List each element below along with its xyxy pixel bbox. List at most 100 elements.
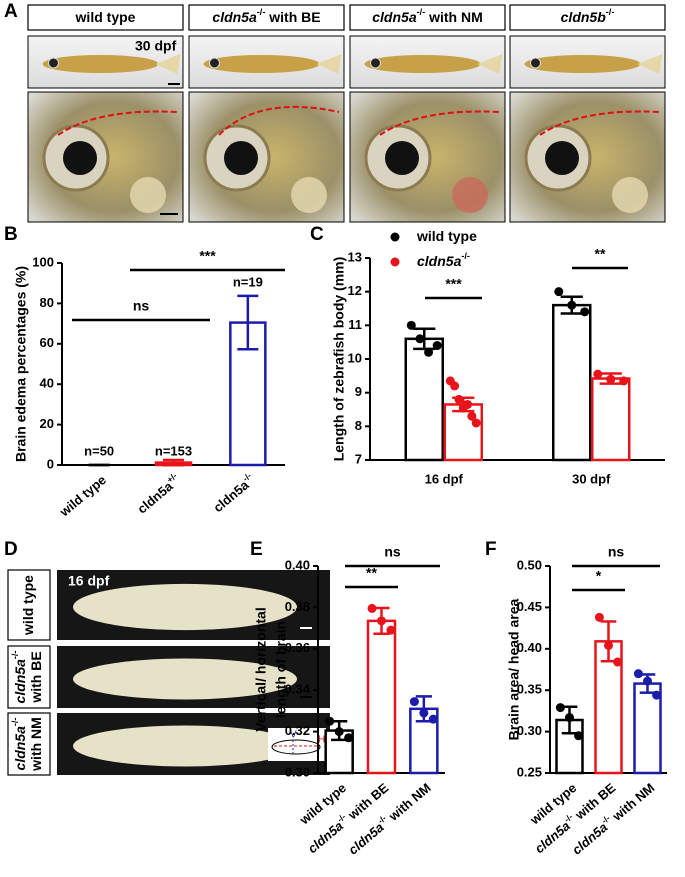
yolk (130, 177, 166, 213)
data-point (633, 669, 643, 679)
y-tick-label: 40 (40, 376, 54, 391)
inset-h: H (318, 735, 325, 746)
text-part: with BE (265, 9, 320, 25)
panel-letter: D (4, 539, 18, 560)
panel-letter: A (4, 1, 18, 22)
header-box (349, 4, 506, 31)
data-point (415, 334, 425, 344)
y-tick-label: 0.25 (517, 764, 542, 779)
header-box (188, 4, 345, 31)
data-point (613, 657, 623, 667)
data-point (424, 347, 434, 357)
column-header: wild type (75, 9, 136, 25)
legend-label: wild type (416, 228, 477, 244)
text-part: wild type (56, 472, 109, 520)
age-label: 16 dpf (68, 573, 110, 589)
text-part: wild type (416, 228, 477, 244)
significance-label: *** (445, 276, 462, 292)
data-point (594, 612, 604, 622)
y-tick-label: 60 (40, 335, 54, 350)
panel-letter: F (485, 539, 497, 560)
data-point (467, 411, 477, 421)
sample-size: n=153 (155, 443, 192, 458)
text-part: wild type (20, 575, 36, 636)
y-axis-label: Vertical/ horizontal (253, 607, 269, 731)
row-label-box (7, 645, 51, 709)
data-point (334, 727, 344, 737)
panel-letter: E (250, 539, 263, 560)
x-tick-label: cldn5a+/- (133, 471, 183, 517)
row-label: with NM (28, 717, 44, 772)
row-label: wild type (20, 575, 36, 636)
text-part: cldn5a (12, 659, 28, 704)
x-tick-label: 16 dpf (425, 471, 464, 486)
eye-pupil (63, 141, 97, 175)
data-point (574, 731, 584, 741)
brain (73, 583, 297, 631)
inset-v: V (290, 730, 297, 741)
x-tick-label: 30 dpf (572, 471, 611, 486)
y-tick-label: 8 (355, 418, 362, 433)
data-point (565, 713, 574, 723)
text-part: cldn5a (212, 9, 257, 25)
x-tick-label: cldn5a-/- (209, 471, 258, 516)
text-part: -/- (10, 718, 20, 727)
legend-label: cldn5a-/- (417, 251, 470, 268)
text-part: with NM (28, 717, 44, 772)
data-point (386, 625, 396, 635)
data-point (367, 603, 377, 613)
y-tick-label: 0.34 (285, 682, 311, 697)
data-point (432, 341, 442, 351)
fish-tail (637, 54, 663, 74)
bar (443, 403, 483, 462)
fish-eye (370, 57, 381, 69)
text-part: cldn5a (12, 726, 28, 771)
data-point (606, 374, 616, 384)
data-point (643, 676, 652, 686)
data-point (463, 399, 473, 409)
eye-pupil (545, 141, 579, 175)
significance-label: *** (199, 248, 216, 264)
bar (404, 337, 444, 462)
data-point (377, 616, 386, 626)
text-part: -/- (10, 651, 20, 660)
y-axis-label: length of brain (273, 621, 289, 718)
yolk (291, 177, 327, 213)
yolk (452, 177, 488, 213)
data-point (428, 714, 438, 724)
y-tick-label: 100 (32, 254, 54, 269)
y-axis-label: Brain edema percentages (%) (13, 266, 29, 462)
data-point (450, 381, 460, 391)
sample-size: n=19 (233, 274, 263, 289)
y-tick-label: 0.45 (517, 599, 542, 614)
y-tick-label: 0.30 (285, 764, 310, 779)
header-box (27, 4, 184, 31)
x-tick-label: wild type (56, 472, 109, 520)
y-tick-label: 10 (348, 350, 362, 365)
text-part: cldn5a (346, 820, 387, 858)
bar (555, 718, 584, 775)
edema-outline (218, 106, 340, 136)
column-header: cldn5b-/- (561, 7, 615, 24)
data-point (580, 307, 590, 317)
y-tick-label: 0.50 (517, 557, 542, 572)
data-point (619, 376, 629, 386)
text-part: with BE (28, 651, 44, 703)
column-header: cldn5a-/- with BE (212, 7, 320, 24)
y-tick-label: 0.30 (517, 723, 542, 738)
eye-pupil (224, 141, 258, 175)
sample-size: n=50 (84, 443, 114, 458)
text-part: cldn5a (372, 9, 417, 25)
y-tick-label: 0 (47, 456, 54, 471)
fish-eye (209, 57, 220, 69)
fish-body (203, 55, 320, 73)
fish-tail (477, 54, 503, 74)
yolk (612, 177, 648, 213)
panel-letter: C (310, 224, 324, 245)
row-label: with BE (28, 651, 44, 703)
data-point (406, 320, 416, 330)
data-point (471, 418, 481, 428)
y-tick-label: 0.40 (517, 640, 542, 655)
text-part: -/- (417, 7, 426, 17)
